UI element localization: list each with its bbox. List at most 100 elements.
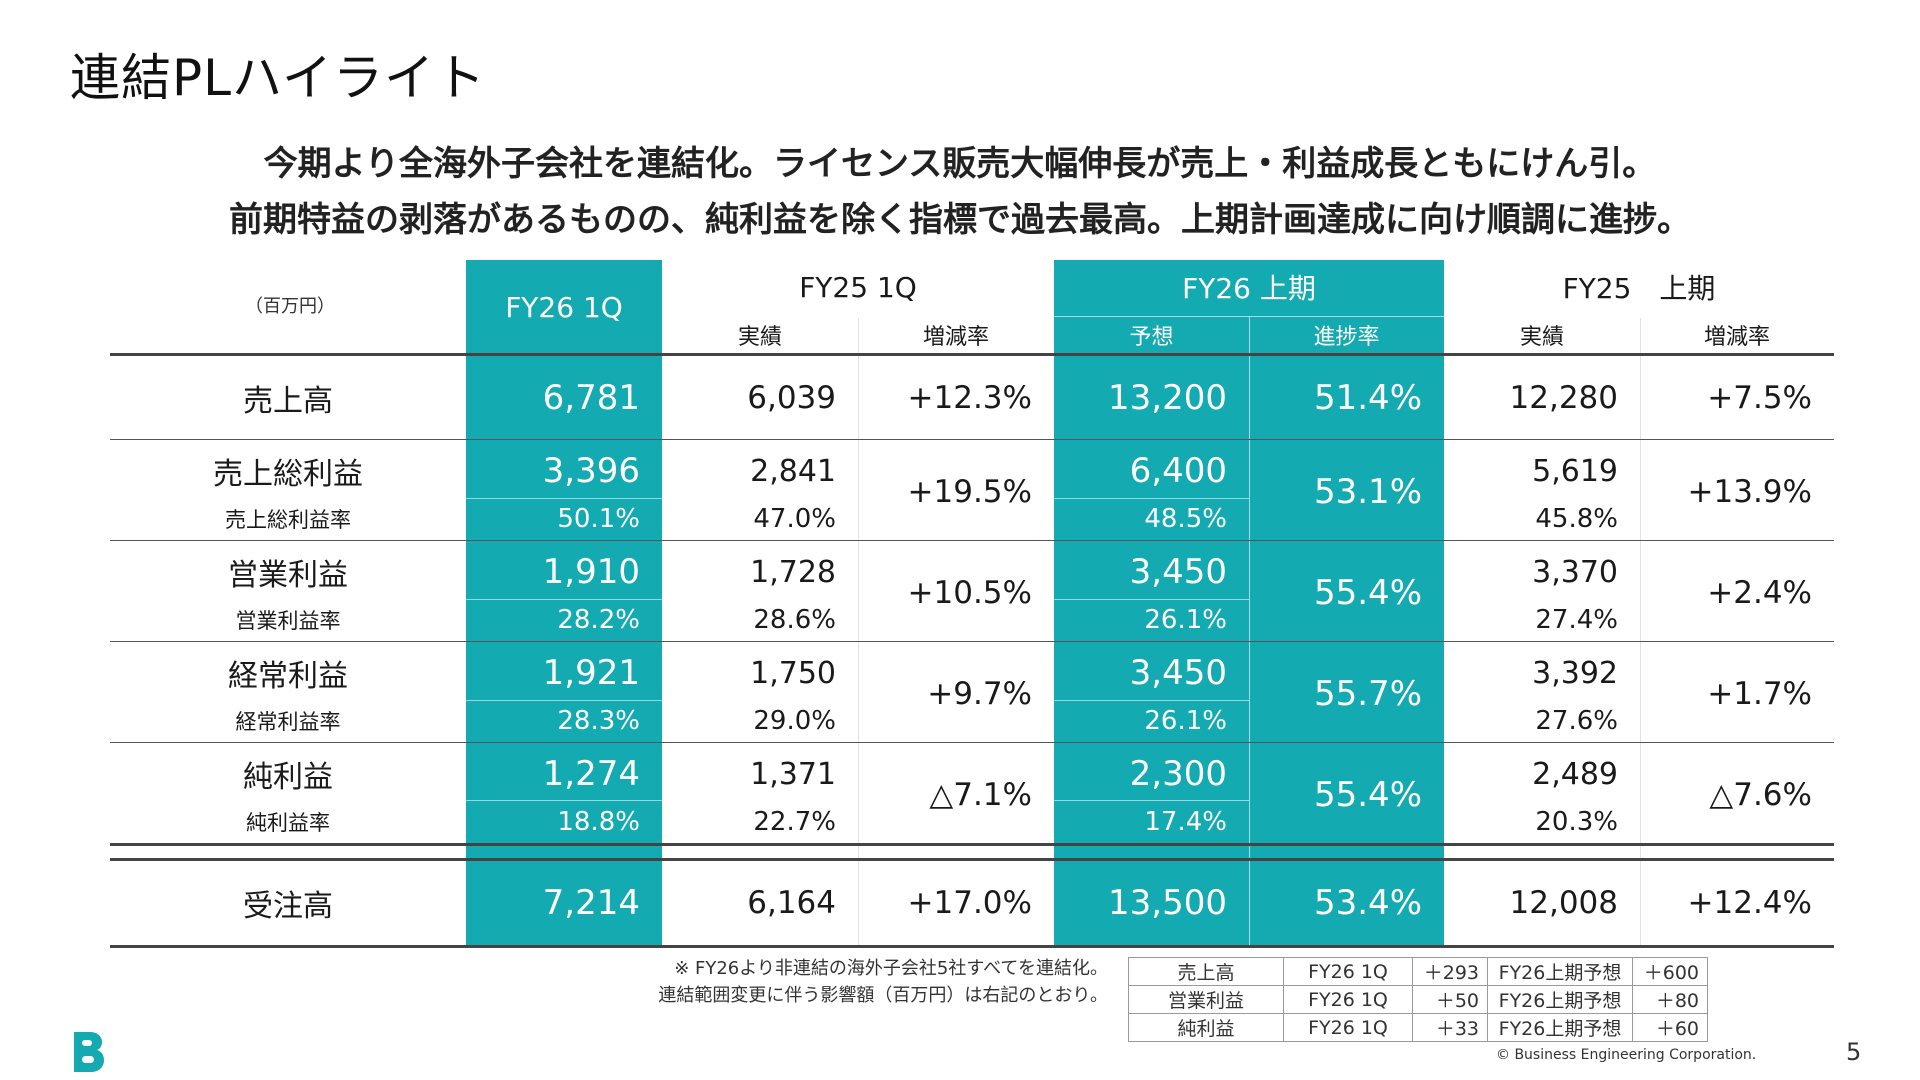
- row-label-operating-profit: 営業利益: [228, 558, 348, 593]
- impact-row: 営業利益 FY26 1Q ＋50 FY26上期予想 ＋80: [1128, 985, 1708, 1014]
- impact-period1: FY26 1Q: [1283, 985, 1413, 1014]
- sales-fy25-1q: 6,039: [747, 380, 836, 416]
- operating-profit-rate-forecast-h1: 26.1%: [1144, 605, 1227, 635]
- ordinary-profit-rate-fy26-1q: 28.3%: [557, 706, 640, 736]
- sales-fy26-1q: 6,781: [542, 378, 640, 418]
- b-logo-icon: [74, 1032, 104, 1072]
- gross-profit-rate-forecast-h1: 48.5%: [1144, 504, 1227, 534]
- gross-profit-rate-fy25-h1: 45.8%: [1535, 504, 1618, 534]
- impact-value2: ＋60: [1632, 1013, 1708, 1042]
- row-label-net-profit: 純利益: [243, 760, 333, 795]
- orders-change-1q: +17.0%: [907, 885, 1032, 921]
- page-number: 5: [1846, 1038, 1862, 1066]
- orders-progress: 53.4%: [1313, 883, 1422, 923]
- row-label-sales: 売上高: [243, 384, 333, 419]
- ordinary-profit-change-1q: +9.7%: [927, 675, 1032, 712]
- row-label-ordinary-profit: 経常利益: [228, 659, 348, 694]
- operating-profit-forecast-h1: 3,450: [1129, 552, 1227, 592]
- footnote: ※ FY26より非連結の海外子会社5社すべてを連結化。 連結範囲変更に伴う影響額…: [560, 955, 1108, 1009]
- net-profit-rate-fy25-h1: 20.3%: [1535, 807, 1618, 837]
- header-fy26-h1: FY26 上期: [1182, 272, 1316, 305]
- subtitle-line-1: 今期より全海外子会社を連結化。ライセンス販売大幅伸長が売上・利益成長ともにけん引…: [263, 144, 1657, 184]
- operating-profit-rate-fy25-1q: 28.6%: [753, 605, 836, 635]
- header-fy25-h1-change: 増減率: [1703, 325, 1770, 350]
- header-fy25-h1-actual: 実績: [1519, 325, 1564, 350]
- operating-profit-rate-fy26-1q: 28.2%: [557, 605, 640, 635]
- sales-fy25-h1: 12,280: [1509, 380, 1618, 416]
- row-label-operating-profit-rate: 営業利益率: [235, 609, 341, 633]
- operating-profit-change-1q: +10.5%: [907, 574, 1032, 611]
- header-fy25-1q-actual: 実績: [737, 325, 782, 350]
- sales-forecast-h1: 13,200: [1108, 378, 1227, 418]
- net-profit-forecast-h1: 2,300: [1129, 754, 1227, 794]
- sales-change-h1: +7.5%: [1707, 380, 1812, 416]
- unit-label: （百万円）: [245, 296, 335, 317]
- impact-value2: ＋80: [1632, 985, 1708, 1014]
- operating-profit-fy26-1q: 1,910: [542, 552, 640, 592]
- orders-fy25-1q: 6,164: [747, 885, 836, 921]
- ordinary-profit-fy25-1q: 1,750: [750, 655, 836, 691]
- gross-profit-fy26-1q: 3,396: [542, 451, 640, 491]
- header-fy26-h1-forecast: 予想: [1129, 325, 1174, 350]
- net-profit-progress: 55.4%: [1313, 774, 1422, 815]
- gross-profit-rate-fy25-1q: 47.0%: [753, 504, 836, 534]
- page-subtitle: 今期より全海外子会社を連結化。ライセンス販売大幅伸長が売上・利益成長ともにけん引…: [0, 136, 1920, 248]
- orders-fy26-1q: 7,214: [542, 883, 640, 923]
- impact-period1: FY26 1Q: [1283, 1013, 1413, 1042]
- row-label-gross-profit: 売上総利益: [213, 457, 363, 492]
- operating-profit-fy25-1q: 1,728: [750, 554, 836, 590]
- ordinary-profit-rate-fy25-h1: 27.6%: [1535, 706, 1618, 736]
- impact-value1: ＋50: [1412, 985, 1488, 1014]
- gross-profit-change-1q: +19.5%: [907, 473, 1032, 510]
- header-fy25-h1: FY25 上期: [1562, 272, 1716, 305]
- gross-profit-fy25-1q: 2,841: [750, 453, 836, 489]
- net-profit-rate-fy26-1q: 18.8%: [557, 807, 640, 837]
- row-label-orders: 受注高: [243, 889, 333, 924]
- ordinary-profit-rate-forecast-h1: 26.1%: [1144, 706, 1227, 736]
- net-profit-rate-forecast-h1: 17.4%: [1144, 807, 1227, 837]
- impact-period2: FY26上期予想: [1487, 985, 1633, 1014]
- impact-period2: FY26上期予想: [1487, 1013, 1633, 1042]
- orders-fy25-h1: 12,008: [1509, 885, 1618, 921]
- impact-value2: ＋600: [1632, 957, 1708, 986]
- ordinary-profit-fy26-1q: 1,921: [542, 653, 640, 693]
- gross-profit-change-h1: +13.9%: [1687, 473, 1812, 510]
- row-label-ordinary-profit-rate: 経常利益率: [235, 710, 341, 734]
- net-profit-change-1q: △7.1%: [929, 776, 1032, 813]
- orders-forecast-h1: 13,500: [1108, 883, 1227, 923]
- ordinary-profit-fy25-h1: 3,392: [1532, 655, 1618, 691]
- header-fy25-1q-change: 増減率: [922, 325, 989, 350]
- impact-value1: ＋33: [1412, 1013, 1488, 1042]
- gross-profit-progress: 53.1%: [1313, 471, 1422, 512]
- page-title: 連結PLハイライト: [70, 49, 487, 107]
- footnote-line-2: 連結範囲変更に伴う影響額（百万円）は右記のとおり。: [658, 985, 1108, 1006]
- subtitle-line-2: 前期特益の剥落があるものの、純利益を除く指標で過去最高。上期計画達成に向け順調に…: [229, 200, 1691, 240]
- impact-table: 売上高 FY26 1Q ＋293 FY26上期予想 ＋600 営業利益 FY26…: [1128, 957, 1708, 1042]
- gross-profit-forecast-h1: 6,400: [1129, 451, 1227, 491]
- net-profit-change-h1: △7.6%: [1709, 776, 1812, 813]
- row-label-net-profit-rate: 純利益率: [246, 811, 330, 835]
- operating-profit-fy25-h1: 3,370: [1532, 554, 1618, 590]
- impact-item: 純利益: [1128, 1013, 1284, 1042]
- operating-profit-progress: 55.4%: [1313, 572, 1422, 613]
- sales-change-1q: +12.3%: [907, 380, 1032, 416]
- net-profit-fy25-1q: 1,371: [750, 756, 836, 792]
- ordinary-profit-change-h1: +1.7%: [1707, 675, 1812, 712]
- copyright: © Business Engineering Corporation.: [1496, 1047, 1757, 1063]
- impact-item: 営業利益: [1128, 985, 1284, 1014]
- footnote-line-1: ※ FY26より非連結の海外子会社5社すべてを連結化。: [674, 958, 1108, 979]
- ordinary-profit-rate-fy25-1q: 29.0%: [753, 706, 836, 736]
- ordinary-profit-progress: 55.7%: [1313, 673, 1422, 714]
- row-label-gross-profit-rate: 売上総利益率: [225, 508, 351, 532]
- orders-change-h1: +12.4%: [1687, 885, 1812, 921]
- header-rule: [110, 353, 1834, 356]
- impact-item: 売上高: [1128, 957, 1284, 986]
- net-profit-fy25-h1: 2,489: [1532, 756, 1618, 792]
- gross-profit-fy25-h1: 5,619: [1532, 453, 1618, 489]
- header-fy26-1q: FY26 1Q: [505, 290, 623, 324]
- impact-period1: FY26 1Q: [1283, 957, 1413, 986]
- fy26-1q-column-bg: [466, 260, 662, 946]
- impact-period2: FY26上期予想: [1487, 957, 1633, 986]
- operating-profit-change-h1: +2.4%: [1707, 574, 1812, 611]
- net-profit-rate-fy25-1q: 22.7%: [753, 807, 836, 837]
